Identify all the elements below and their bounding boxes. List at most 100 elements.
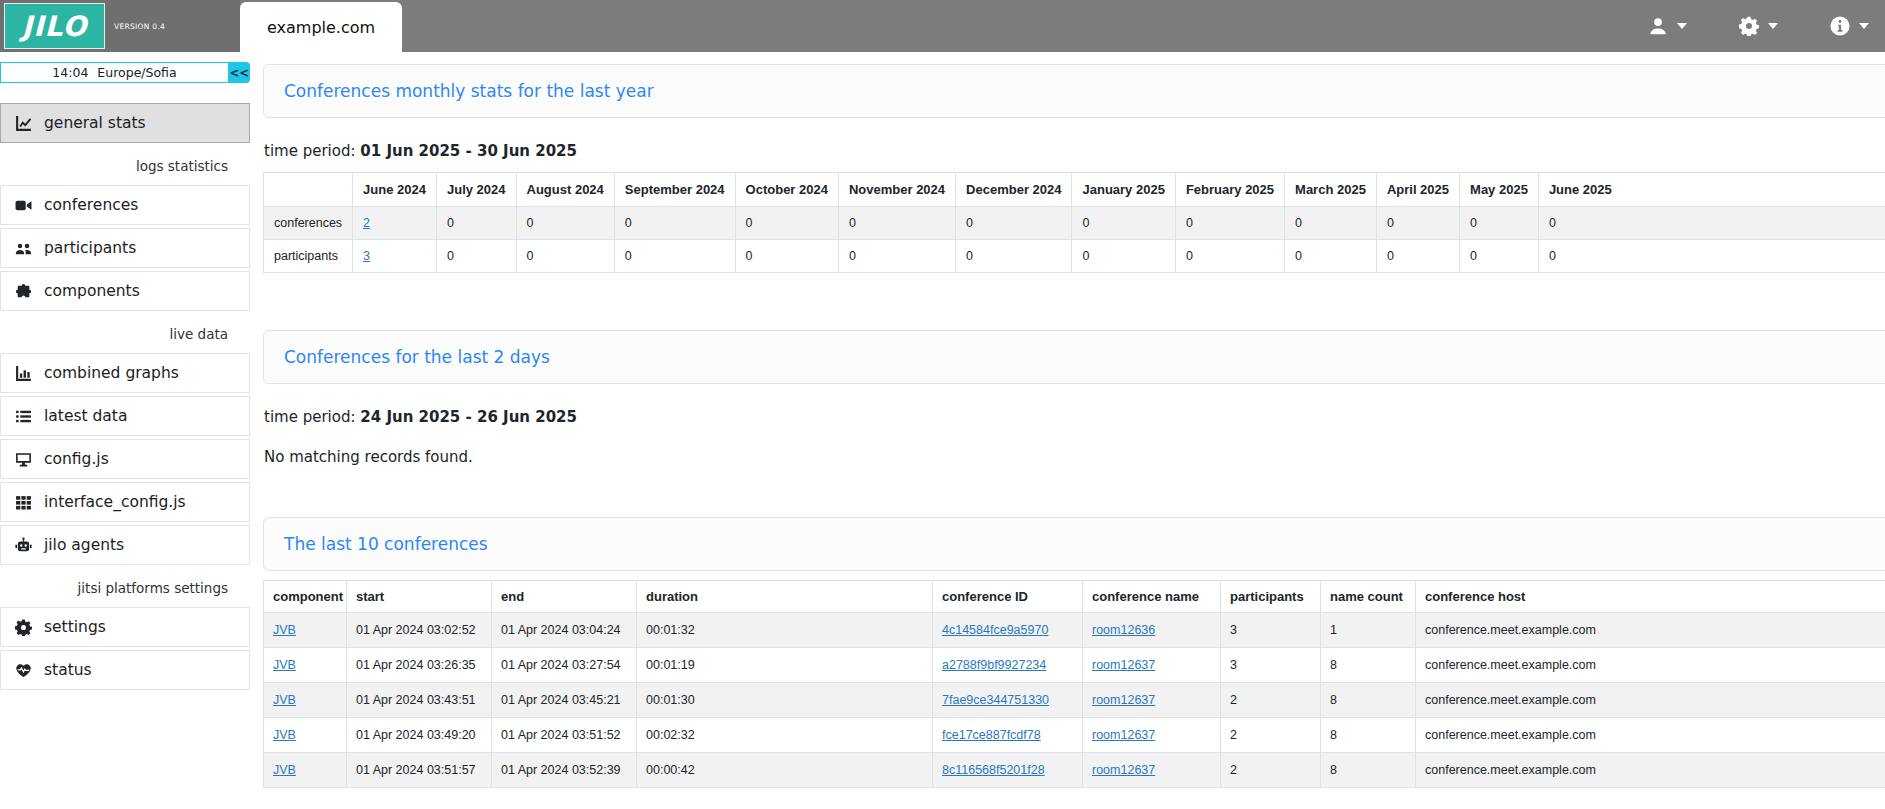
caret-down-icon (1859, 23, 1869, 29)
table-cell: 0 (1285, 207, 1377, 240)
month-column-header: March 2025 (1285, 173, 1377, 207)
component-link[interactable]: JVB (273, 658, 296, 672)
column-header: conference host (1416, 581, 1885, 613)
monthly-stats-card-header[interactable]: Conferences monthly stats for the last y… (263, 64, 1885, 118)
last10-card-header[interactable]: The last 10 conferences (263, 517, 1885, 571)
user-icon (1648, 16, 1668, 36)
sidebar-item-participants[interactable]: participants (0, 228, 250, 268)
app-logo-text: JILO (22, 10, 87, 43)
conference-id-link[interactable]: 8c116568f5201f28 (942, 763, 1045, 777)
conference-id-link[interactable]: fce17ce887fcdf78 (942, 728, 1041, 742)
table-cell: JVB (264, 753, 347, 788)
conference-id-link[interactable]: 7fae9ce344751330 (942, 693, 1049, 707)
sidebar-item-combined-graphs[interactable]: combined graphs (0, 353, 250, 393)
table-cell: 1 (1321, 613, 1416, 648)
column-header: conference ID (933, 581, 1083, 613)
sidebar-item-label: interface_config.js (44, 493, 186, 511)
info-menu[interactable] (1830, 16, 1869, 36)
component-link[interactable]: JVB (273, 728, 296, 742)
table-cell: 4c14584fce9a5970 (933, 613, 1083, 648)
monthly-participants-link[interactable]: 3 (363, 249, 370, 263)
caret-down-icon (1768, 23, 1778, 29)
sidebar-item-latest-data[interactable]: latest data (0, 396, 250, 436)
sidebar-item-config-js[interactable]: config.js (0, 439, 250, 479)
table-cell: 01 Apr 2024 03:45:21 (492, 683, 637, 718)
component-link[interactable]: JVB (273, 623, 296, 637)
sidebar-item-status[interactable]: status (0, 650, 250, 690)
table-cell: 0 (1460, 240, 1539, 273)
platform-tab[interactable]: example.com (240, 2, 402, 52)
sidebar-item-general-stats[interactable]: general stats (0, 103, 250, 143)
table-cell: 01 Apr 2024 03:26:35 (347, 648, 492, 683)
sidebar-item-jilo-agents[interactable]: jilo agents (0, 525, 250, 565)
column-header: start (347, 581, 492, 613)
conference-row: JVB01 Apr 2024 03:02:5201 Apr 2024 03:04… (264, 613, 1885, 648)
table-cell: 01 Apr 2024 03:04:24 (492, 613, 637, 648)
gear-icon (1739, 16, 1759, 36)
conference-name-link[interactable]: room12637 (1092, 728, 1155, 742)
conference-row: JVB01 Apr 2024 03:51:5701 Apr 2024 03:52… (264, 753, 1885, 788)
table-cell: 0 (735, 207, 838, 240)
user-menu[interactable] (1648, 16, 1687, 36)
conference-name-link[interactable]: room12637 (1092, 658, 1155, 672)
last2days-card-header[interactable]: Conferences for the last 2 days (263, 330, 1885, 384)
sidebar-item-settings[interactable]: settings (0, 607, 250, 647)
topbar: JILO VERSION 0.4 example.com (0, 0, 1885, 52)
table-cell: JVB (264, 648, 347, 683)
last2days-title: Conferences for the last 2 days (284, 347, 550, 367)
conference-row: JVB01 Apr 2024 03:49:2001 Apr 2024 03:51… (264, 718, 1885, 753)
monthly-stats-row: participants3000000000000 (264, 240, 1885, 273)
sidebar-collapse-button[interactable]: << (229, 62, 250, 83)
column-header: participants (1221, 581, 1321, 613)
table-cell: room12637 (1083, 753, 1221, 788)
table-cell: 8 (1321, 648, 1416, 683)
sidebar-section-jitsi-platforms-settings: jitsi platforms settings (0, 568, 250, 607)
conference-name-link[interactable]: room12637 (1092, 763, 1155, 777)
platform-tab-label: example.com (267, 18, 375, 37)
app-logo[interactable]: JILO (4, 3, 105, 49)
monthly-conferences-link[interactable]: 2 (363, 216, 370, 230)
chart-line-icon (15, 115, 32, 132)
settings-menu[interactable] (1739, 16, 1778, 36)
month-column-header: June 2025 (1538, 173, 1885, 207)
time-period-value: 01 Jun 2025 - 30 Jun 2025 (360, 142, 577, 160)
table-cell: 0 (735, 240, 838, 273)
heart-pulse-icon (15, 662, 32, 679)
conference-name-link[interactable]: room12636 (1092, 623, 1155, 637)
table-cell: 01 Apr 2024 03:51:52 (492, 718, 637, 753)
users-icon (15, 240, 32, 257)
table-cell: 3 (353, 240, 437, 273)
conference-id-link[interactable]: 4c14584fce9a5970 (942, 623, 1048, 637)
table-cell: 0 (436, 207, 516, 240)
conference-name-link[interactable]: room12637 (1092, 693, 1155, 707)
table-cell: room12637 (1083, 683, 1221, 718)
column-header: conference name (1083, 581, 1221, 613)
component-link[interactable]: JVB (273, 763, 296, 777)
monthly-stats-title: Conferences monthly stats for the last y… (284, 81, 654, 101)
chart-column-icon (15, 365, 32, 382)
sidebar-item-label: config.js (44, 450, 109, 468)
table-cell: 8 (1321, 718, 1416, 753)
conference-row: JVB 01 Apr 2024 03:26:3501 Apr 2024 03:27… (264, 648, 1885, 683)
table-cell: 0 (1538, 240, 1885, 273)
video-camera-icon (15, 197, 32, 214)
conference-id-link[interactable]: a2788f9bf9927234 (942, 658, 1046, 672)
month-column-header: May 2025 (1460, 173, 1539, 207)
table-cell: 0 (1460, 207, 1539, 240)
row-label: participants (264, 240, 353, 273)
table-cell: 2 (353, 207, 437, 240)
last10-title: The last 10 conferences (284, 534, 488, 554)
version-label: VERSION 0.4 (114, 22, 165, 31)
table-cell: 01 Apr 2024 03:27:54 (492, 648, 637, 683)
component-link[interactable]: JVB (273, 693, 296, 707)
sidebar-item-conferences[interactable]: conferences (0, 185, 250, 225)
sidebar-item-interface-config-js[interactable]: interface_config.js (0, 482, 250, 522)
sidebar-item-components[interactable]: components (0, 271, 250, 311)
table-cell: conference.meet.example.com (1416, 753, 1885, 788)
sidebar-item-label: general stats (44, 114, 146, 132)
table-cell: JVB (264, 718, 347, 753)
month-column-header: February 2025 (1175, 173, 1284, 207)
sidebar-item-label: settings (44, 618, 106, 636)
table-cell: conference.meet.example.com (1416, 718, 1885, 753)
column-header: duration (637, 581, 933, 613)
